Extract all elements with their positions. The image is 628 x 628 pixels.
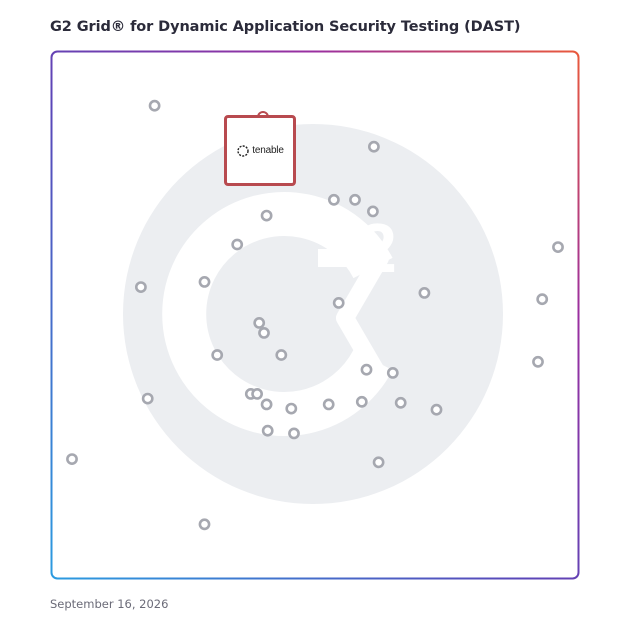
svg-text:2: 2 [358, 209, 397, 287]
tenable-logo-card[interactable]: tenable [224, 115, 296, 186]
grid-frame [50, 50, 580, 580]
vendor-point-29[interactable] [285, 402, 298, 415]
vendor-point-5[interactable] [349, 193, 361, 206]
vendor-point-16[interactable] [258, 326, 270, 339]
vendor-point-1[interactable] [148, 99, 161, 112]
tenable-logo-icon [237, 144, 249, 157]
vendor-point-8[interactable] [231, 238, 244, 251]
vendor-point-15[interactable] [253, 316, 266, 329]
vendor-point-17[interactable] [275, 349, 288, 361]
tenable-logo-text: tenable [252, 145, 284, 156]
vendor-point-23[interactable] [251, 387, 263, 400]
vendor-point-33[interactable] [66, 453, 78, 465]
vendor-point-10[interactable] [198, 275, 211, 288]
vendor-point-34[interactable] [372, 456, 385, 469]
vendor-point-12[interactable] [418, 286, 431, 299]
vendor-point-13[interactable] [536, 293, 549, 306]
vendor-point-25[interactable] [260, 398, 273, 411]
vendor-point-30[interactable] [430, 403, 443, 416]
vendor-point-24[interactable] [141, 392, 154, 405]
chart-title: G2 Grid® for Dynamic Application Securit… [50, 19, 521, 35]
vendor-point-28[interactable] [394, 396, 407, 409]
vendor-point-27[interactable] [355, 395, 368, 408]
report-date: September 16, 2026 [50, 597, 169, 611]
vendor-point-14[interactable] [332, 296, 345, 309]
vendor-point-6[interactable] [366, 205, 379, 218]
vendor-point-4[interactable] [327, 193, 340, 206]
vendor-point-21[interactable] [386, 366, 399, 379]
vendor-point-7[interactable] [260, 209, 273, 222]
vendor-point-11[interactable] [134, 281, 147, 293]
vendor-point-18[interactable] [211, 349, 224, 361]
vendor-point-3[interactable] [367, 140, 380, 153]
vendor-point-26[interactable] [322, 398, 335, 411]
vendor-point-32[interactable] [288, 427, 300, 440]
vendor-point-35[interactable] [198, 518, 211, 531]
vendor-point-31[interactable] [261, 424, 274, 437]
vendor-point-19[interactable] [532, 355, 544, 368]
vendor-point-20[interactable] [360, 363, 373, 376]
vendor-point-9[interactable] [552, 241, 564, 253]
g2-watermark-logo: 2 [123, 124, 503, 504]
